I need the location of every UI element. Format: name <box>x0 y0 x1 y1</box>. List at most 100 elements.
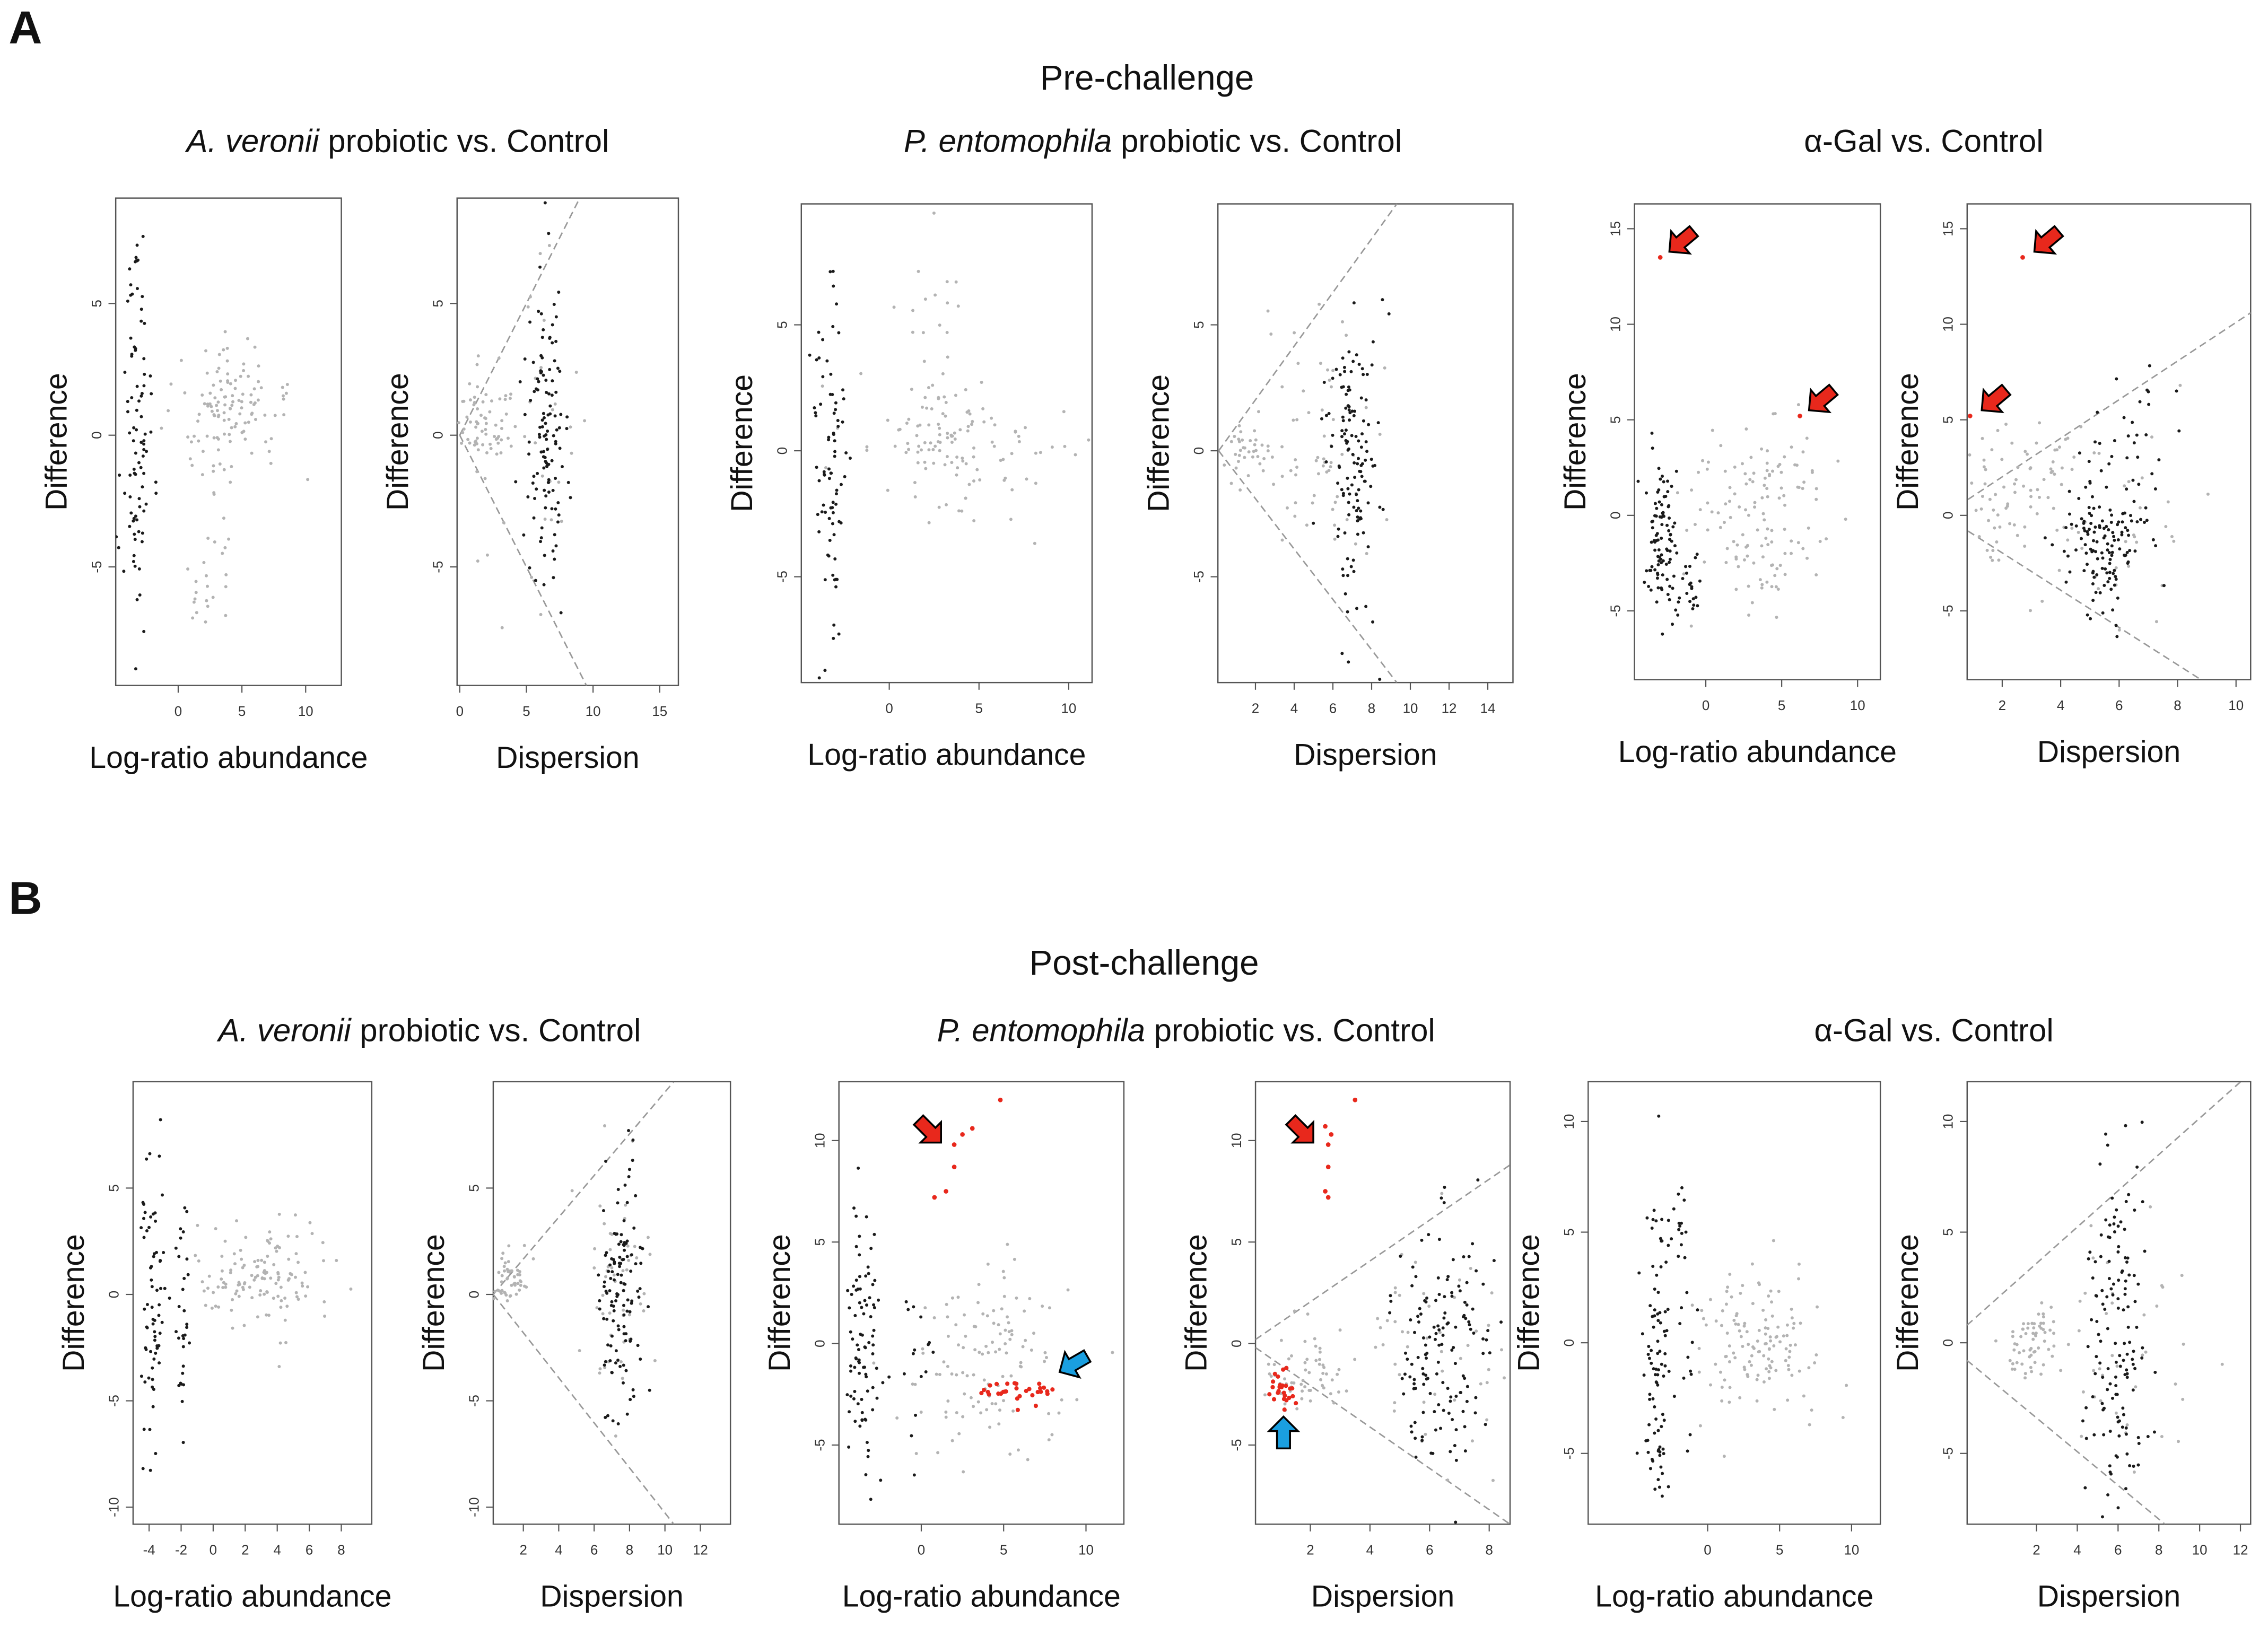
data-point-gray <box>294 1275 298 1279</box>
data-point-black <box>2116 538 2120 541</box>
data-point-gray <box>243 437 247 441</box>
data-point-black <box>1410 1284 1414 1288</box>
data-point-gray <box>224 573 228 576</box>
data-point-black <box>1349 370 1353 373</box>
data-point-black <box>145 1303 149 1307</box>
data-point-gray <box>916 461 920 465</box>
data-point-black <box>597 1273 600 1277</box>
data-point-gray <box>886 418 889 422</box>
data-point-black <box>2154 544 2158 548</box>
data-point-gray <box>2023 450 2027 453</box>
data-point-gray <box>1700 1309 1704 1312</box>
data-point-gray <box>955 455 959 459</box>
data-point-black <box>2127 1193 2131 1196</box>
data-point-gray <box>1453 1295 1456 1299</box>
data-point-black <box>627 1128 631 1132</box>
data-point-gray <box>1747 613 1751 617</box>
x-tick-label: 0 <box>456 704 464 719</box>
data-point-red <box>1284 1398 1289 1403</box>
data-point-gray <box>1805 556 1809 560</box>
data-point-gray <box>1433 1393 1437 1396</box>
data-point-gray <box>1764 1318 1768 1321</box>
data-point-black <box>603 1363 606 1367</box>
data-point-gray <box>229 1271 232 1274</box>
data-point-gray <box>2014 478 2018 482</box>
data-point-black <box>1499 1320 1503 1324</box>
data-point-black <box>137 530 141 533</box>
data-point-gray <box>322 1259 326 1263</box>
data-point-black <box>2131 1388 2135 1392</box>
data-point-gray <box>1327 469 1331 472</box>
data-point-gray <box>242 1263 246 1267</box>
data-point-black <box>533 390 536 393</box>
data-point-black <box>1668 561 1671 564</box>
data-point-black <box>2106 1143 2109 1147</box>
data-point-gray <box>1336 1372 1339 1376</box>
data-point-gray <box>1050 1433 1054 1437</box>
data-point-black <box>837 632 841 636</box>
data-point-black <box>628 1310 632 1314</box>
data-point-black <box>609 1276 613 1280</box>
data-point-gray <box>2172 539 2176 543</box>
data-point-black <box>1474 1396 1478 1399</box>
data-point-black <box>1410 1430 1414 1434</box>
data-point-black <box>518 380 522 384</box>
data-point-gray <box>460 441 464 445</box>
data-point-black <box>137 461 141 465</box>
data-point-gray <box>1788 1350 1792 1353</box>
data-point-gray <box>196 419 200 423</box>
data-point-gray <box>1001 1270 1005 1273</box>
data-point-black <box>1454 1394 1458 1398</box>
data-point-black <box>1653 1288 1656 1291</box>
data-point-gray <box>971 419 974 423</box>
data-point-gray <box>1303 1361 1307 1364</box>
data-point-gray <box>1719 1370 1722 1374</box>
data-point-black <box>2106 1388 2109 1391</box>
data-point-black <box>1441 1326 1445 1330</box>
data-point-black <box>532 475 536 478</box>
data-point-black <box>2094 550 2098 554</box>
data-point-gray <box>284 1341 288 1344</box>
data-point-black <box>544 460 547 463</box>
data-point-gray <box>1790 1373 1794 1377</box>
highlighted-point <box>932 1195 937 1200</box>
data-point-gray <box>2149 1205 2152 1209</box>
data-point-gray <box>1414 1260 1417 1264</box>
data-point-gray <box>211 596 215 599</box>
data-point-gray <box>1260 443 1264 447</box>
data-point-black <box>1648 1467 1652 1470</box>
data-point-black <box>1668 538 1671 541</box>
data-point-gray <box>1790 539 1793 543</box>
data-point-black <box>813 406 816 410</box>
data-point-gray <box>1740 462 1744 466</box>
data-point-black <box>1653 1431 1656 1435</box>
data-point-gray <box>944 401 948 405</box>
data-point-black <box>610 1257 614 1260</box>
data-point-black <box>1647 1345 1651 1349</box>
data-point-black <box>844 451 848 455</box>
data-point-black <box>869 1315 873 1318</box>
data-point-black <box>1698 579 1702 583</box>
data-point-black <box>618 1265 622 1268</box>
data-point-black <box>2116 1306 2120 1310</box>
data-point-gray <box>253 345 257 349</box>
plot-frame <box>1587 1081 1881 1525</box>
data-point-red <box>1045 1391 1050 1396</box>
data-point-black <box>1682 1198 1686 1202</box>
data-point-gray <box>2011 1330 2014 1334</box>
data-point-gray <box>2040 1301 2044 1305</box>
x-axis-label: Dispersion <box>2037 1580 2180 1614</box>
data-point-black <box>612 1309 616 1312</box>
data-point-black <box>1667 1244 1670 1247</box>
data-point-gray <box>1254 449 1258 452</box>
data-point-black <box>858 1253 861 1257</box>
data-point-black <box>639 1358 642 1361</box>
data-point-gray <box>2055 528 2059 532</box>
data-point-black <box>1667 505 1670 509</box>
data-point-black <box>2125 456 2129 460</box>
data-point-gray <box>220 1269 224 1273</box>
data-point-gray <box>1338 1328 1342 1332</box>
data-point-gray <box>248 1285 251 1289</box>
data-point-gray <box>1374 1345 1377 1349</box>
